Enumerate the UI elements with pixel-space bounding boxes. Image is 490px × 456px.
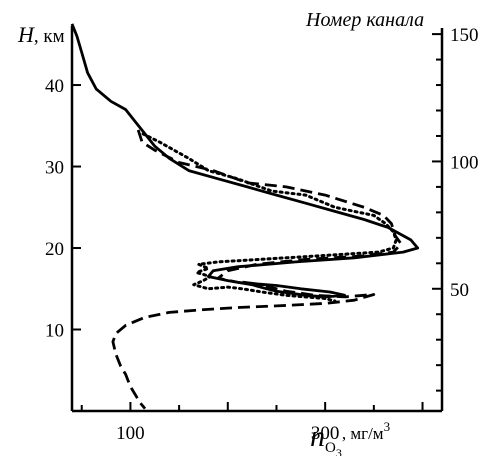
x-axis-title-unit-exponent: 3 [384,419,391,434]
tick-labels: 10 20 30 40 100 300 50 100 150 [45,25,479,444]
right-tick-label: 100 [450,152,479,173]
series-line-dotted [141,132,398,303]
axes [70,26,444,413]
series-line-solid [70,23,420,299]
x-axis-title-unit: , мг/м [342,424,384,443]
right-tick-label: 50 [450,280,469,301]
y-tick-label: 30 [45,158,64,179]
plot-lines [70,23,420,410]
series-line-dashed [111,129,403,410]
x-tick-label: 300 [311,423,340,444]
y-axis-title: H, км [17,22,65,47]
y-axis-title-unit: , км [34,26,65,47]
right-axis-title: Номер канала [305,9,424,31]
x-axis-title: nO3, мг/м3 [310,419,390,456]
y-tick-label: 10 [45,321,64,342]
x-axis-title-symbol: n [310,420,325,453]
right-tick-label: 150 [450,25,479,46]
x-tick-label: 100 [116,423,145,444]
x-axis-title-subsubscript: 3 [336,446,342,456]
x-axis-title-subscript: O [325,440,336,456]
y-tick-label: 40 [45,76,64,97]
y-axis-title-symbol: H [17,22,35,47]
y-tick-label: 20 [45,239,64,260]
